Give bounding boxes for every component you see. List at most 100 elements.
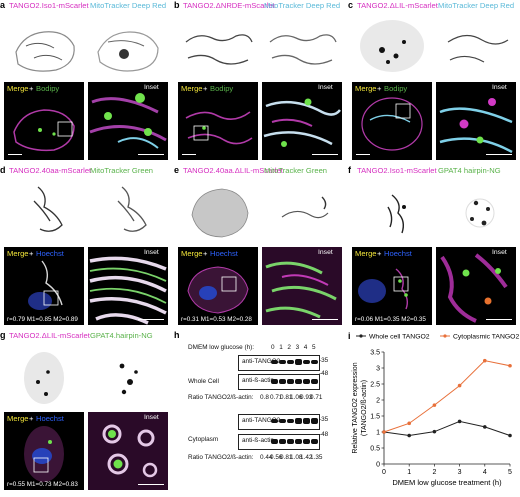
panel-letter: a xyxy=(0,0,6,10)
data-point xyxy=(508,433,512,438)
x-axis-label: DMEM low glucose treatment (h) xyxy=(392,478,502,487)
channel-2-image xyxy=(262,12,342,80)
inset-image: Inset xyxy=(262,82,342,160)
scale-bar xyxy=(182,154,196,156)
panel-f: f TANGO2.Iso1-mScarlet GPAT4 hairpin-NG … xyxy=(348,165,520,328)
stain-label: Hoechst xyxy=(36,249,64,258)
stain-label: Hoechst xyxy=(210,249,238,258)
actin-band xyxy=(271,378,278,384)
y-tick-label: 0.5 xyxy=(370,445,380,452)
antibody-label: anti-ß-actin xyxy=(242,377,274,384)
antibody-label: anti-TANGO2 xyxy=(242,358,281,365)
inset-image: Inset xyxy=(88,82,168,160)
inset-label: Inset xyxy=(318,249,333,256)
x-tick-label: 4 xyxy=(483,469,487,476)
panel-letter: d xyxy=(0,165,6,175)
scale-bar xyxy=(312,154,338,156)
channel-2-image xyxy=(88,12,168,80)
scale-bar xyxy=(138,484,164,486)
plus-label: + xyxy=(377,84,382,93)
ratio-value: 0.71 xyxy=(310,394,323,401)
channel-1-image xyxy=(178,177,258,245)
plus-label: + xyxy=(29,249,34,258)
y-axis-label: Relative TANGO2 expression xyxy=(352,362,359,453)
ratio-label: Ratio TANGO2/ß-actin: xyxy=(188,454,254,461)
mw-marker-48: -48 xyxy=(319,370,329,377)
merge-image: Merge + Hoechst r=0.55 M1=0.73 M2=0.83 xyxy=(4,412,84,490)
mw-marker-35: -35 xyxy=(319,416,329,423)
panel-letter: e xyxy=(174,165,180,175)
legend-marker xyxy=(359,334,363,338)
y-axis-label-2: (TANGO2/ß-actin) xyxy=(361,380,368,436)
inset-image: Inset xyxy=(262,247,342,325)
scale-bar xyxy=(486,319,512,321)
tango2-band xyxy=(311,418,318,424)
panel-letter: g xyxy=(0,330,6,340)
stain-label: Bodipy xyxy=(36,84,60,93)
y-tick-label: 2 xyxy=(376,397,380,404)
channel-2-label: GPAT4 hairpin-NG xyxy=(438,166,501,175)
merge-image: Merge + Hoechst r=0.31 M1=0.53 M2=0.28 xyxy=(178,247,258,325)
data-point xyxy=(483,358,487,363)
y-tick-label: 1 xyxy=(376,429,380,436)
ratio-value: 1.42 xyxy=(300,454,313,461)
scale-bar xyxy=(486,154,512,156)
scale-bar xyxy=(138,319,164,321)
ratio-value: 1.35 xyxy=(310,454,323,461)
inset-label: Inset xyxy=(144,84,159,91)
channel-2-label: MitoTracker Deep Red xyxy=(438,1,515,10)
data-point xyxy=(508,363,512,368)
channel-1-image xyxy=(4,342,84,410)
x-tick-label: 1 xyxy=(407,469,411,476)
panel-c: c TANGO2.ΔLIL-mScarlet MitoTracker Deep … xyxy=(348,0,520,163)
scale-bar xyxy=(138,154,164,156)
stain-label: Bodipy xyxy=(210,84,234,93)
colocalization-stats: r=0.06 M1=0.35 M2=0.35 xyxy=(355,316,426,323)
ratio-label: Ratio TANGO2/ß-actin: xyxy=(188,394,254,401)
series-line-1 xyxy=(383,420,511,437)
x-tick-label: 0 xyxy=(382,469,386,476)
channel-2-image xyxy=(88,342,168,410)
actin-band xyxy=(311,378,318,384)
data-point xyxy=(457,419,462,424)
timepoint-label: 0 xyxy=(271,344,275,351)
channel-1-label: TANGO2.40aa.ΔLIL-mScarlet xyxy=(183,166,283,175)
panel-letter: b xyxy=(174,0,180,10)
channel-1-image xyxy=(352,177,432,245)
legend-label: Whole cell TANGO2 xyxy=(369,334,430,341)
tango2-band xyxy=(271,359,278,365)
tango2-band xyxy=(295,359,302,365)
stain-label: Hoechst xyxy=(384,249,412,258)
plus-label: + xyxy=(203,84,208,93)
legend-label: Cytoplasmic TANGO2 xyxy=(453,334,519,341)
y-tick-label: 0 xyxy=(376,461,380,468)
data-point xyxy=(407,433,411,438)
merge-image: Merge + Bodipy xyxy=(352,82,432,160)
chart-svg: i 0 1 2 3 4 5 0 0.5 1 1.5 2 2.5 3 3.5 DMEM low glucose … xyxy=(348,331,519,487)
colocalization-stats: r=0.55 M1=0.73 M2=0.83 xyxy=(7,481,78,488)
channel-2-label: MitoTracker Deep Red xyxy=(264,1,341,10)
whole-cell-label: Whole Cell xyxy=(188,378,219,385)
timepoint-label: 3 xyxy=(295,344,300,351)
scale-bar xyxy=(356,154,370,156)
panel-d: d TANGO2.40aa-mScarlet MitoTracker Green… xyxy=(0,165,172,328)
tango2-band xyxy=(311,359,318,365)
data-point xyxy=(407,421,411,426)
actin-band xyxy=(279,438,286,444)
panel-letter: i xyxy=(348,331,351,341)
inset-label: Inset xyxy=(318,84,333,91)
inset-image: Inset xyxy=(88,412,168,490)
data-point xyxy=(483,425,487,429)
panel-g: g TANGO2.ΔLIL-mScarlet GPAT4.hairpin-NG … xyxy=(0,330,172,492)
inset-label: Inset xyxy=(492,84,507,91)
merge-image: Merge + Hoechst r=0.06 M1=0.35 M2=0.35 xyxy=(352,247,432,325)
channel-2-label: MitoTracker Green xyxy=(264,166,328,175)
data-point xyxy=(457,383,462,388)
tango2-band xyxy=(287,359,294,365)
ratio-value: 0.8 xyxy=(260,394,269,401)
ratio-value: 1.06 xyxy=(290,394,303,401)
merge-label: Merge xyxy=(355,84,377,93)
timepoint-label: 4 xyxy=(303,344,308,351)
channel-1-image xyxy=(178,12,258,80)
channel-1-label: TANGO2.40aa-mScarlet xyxy=(9,166,92,175)
